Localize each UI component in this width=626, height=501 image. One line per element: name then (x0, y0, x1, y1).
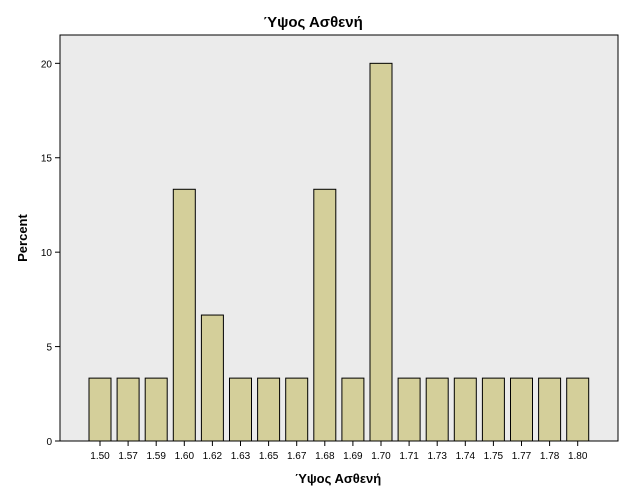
y-axis: 0 5 10 15 20 (41, 59, 60, 448)
y-axis-label: Percent (15, 213, 30, 261)
x-tick-label: 1.80 (568, 451, 588, 462)
x-tick-label: 1.67 (287, 451, 307, 462)
x-tick-label: 1.75 (484, 451, 504, 462)
x-tick-label: 1.73 (427, 451, 447, 462)
bar-1.50 (88, 377, 112, 442)
x-tick-label: 1.62 (203, 451, 223, 462)
bar-1.74 (453, 377, 477, 442)
plot-area (59, 34, 619, 442)
y-tick-label: 20 (41, 59, 53, 70)
x-tick-label: 1.50 (90, 451, 110, 462)
x-tick-label: 1.74 (456, 451, 476, 462)
bar-1.67 (285, 377, 309, 442)
bar-1.62 (200, 314, 224, 442)
x-tick-label: 1.60 (175, 451, 195, 462)
bar-1.65 (257, 377, 281, 442)
y-tick-label: 15 (41, 154, 53, 165)
x-axis: 1.50 1.57 1.59 1.60 1.62 1.63 1.65 1.67 1.68 1.69… (90, 441, 588, 462)
x-tick-label: 1.59 (146, 451, 166, 462)
bar-1.68 (313, 188, 337, 442)
x-tick-label: 1.65 (259, 451, 279, 462)
x-tick-label: 1.63 (231, 451, 251, 462)
bar-1.78 (538, 377, 562, 442)
x-axis-label: Ύψος Ασθενή (295, 471, 381, 486)
bar-1.73 (425, 377, 449, 442)
bar-1.71 (397, 377, 421, 442)
x-tick-label: 1.68 (315, 451, 335, 462)
x-tick-label: 1.78 (540, 451, 560, 462)
bar-1.57 (116, 377, 140, 442)
y-tick-label: 10 (41, 248, 53, 259)
x-tick-label: 1.71 (399, 451, 419, 462)
chart-title: Ύψος Ασθενή (263, 14, 363, 31)
x-tick-label: 1.69 (343, 451, 363, 462)
bar-1.63 (229, 377, 252, 442)
y-tick-label: 0 (46, 437, 52, 448)
bar-1.69 (341, 377, 365, 442)
bar-1.60 (172, 188, 196, 442)
bar-1.59 (144, 377, 168, 442)
y-tick-label: 5 (46, 343, 52, 354)
bar-1.70 (369, 62, 393, 442)
bar-1.75 (481, 377, 505, 442)
x-tick-label: 1.57 (118, 451, 138, 462)
bar-1.77 (510, 377, 533, 442)
bar-1.80 (566, 377, 590, 442)
x-tick-label: 1.77 (512, 451, 532, 462)
x-tick-label: 1.70 (371, 451, 391, 462)
